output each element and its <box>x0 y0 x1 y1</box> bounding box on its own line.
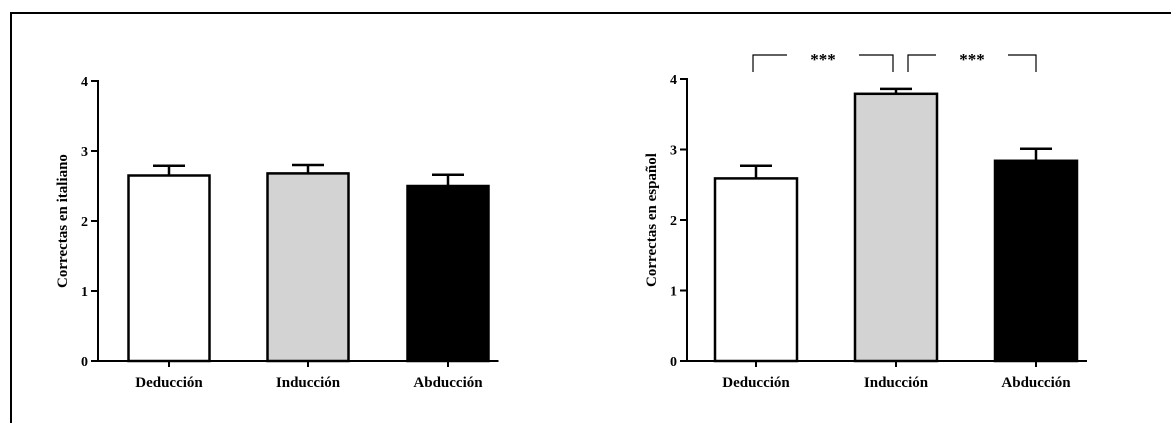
x-tick-label: Deducción <box>135 375 203 391</box>
significance-bracket <box>752 54 787 72</box>
x-tick-label: Deducción <box>722 375 790 391</box>
bar-deducción <box>127 174 211 363</box>
bar-abducción <box>993 159 1079 363</box>
significance-bracket <box>1008 54 1037 72</box>
y-tick-label: 4 <box>81 75 88 90</box>
y-tick-label: 3 <box>670 144 677 159</box>
y-tick-label: 1 <box>81 285 88 300</box>
y-tick-label: 3 <box>81 145 88 160</box>
y-tick-label: 0 <box>670 355 677 370</box>
x-tick-label: Inducción <box>276 375 341 391</box>
significance-bracket <box>907 54 936 72</box>
x-tick-label: Abducción <box>413 375 483 391</box>
significance-label: *** <box>810 50 836 69</box>
y-tick-label: 1 <box>670 285 677 300</box>
bar-deducción <box>713 177 799 363</box>
significance-bracket <box>859 54 894 72</box>
significance-label: *** <box>959 50 985 69</box>
bar-abducción <box>406 184 490 363</box>
bar-inducción <box>266 172 350 363</box>
y-axis-label: Correctas en español <box>644 153 660 287</box>
y-tick-label: 0 <box>81 355 88 370</box>
x-tick-label: Inducción <box>864 375 929 391</box>
figure-frame <box>10 12 1171 423</box>
y-tick-label: 2 <box>670 214 677 229</box>
y-tick-label: 4 <box>670 73 677 88</box>
x-tick-label: Abducción <box>1001 375 1071 391</box>
y-tick-label: 2 <box>81 215 88 230</box>
bar-inducción <box>853 92 939 363</box>
y-axis-label: Correctas en italiano <box>55 154 71 288</box>
